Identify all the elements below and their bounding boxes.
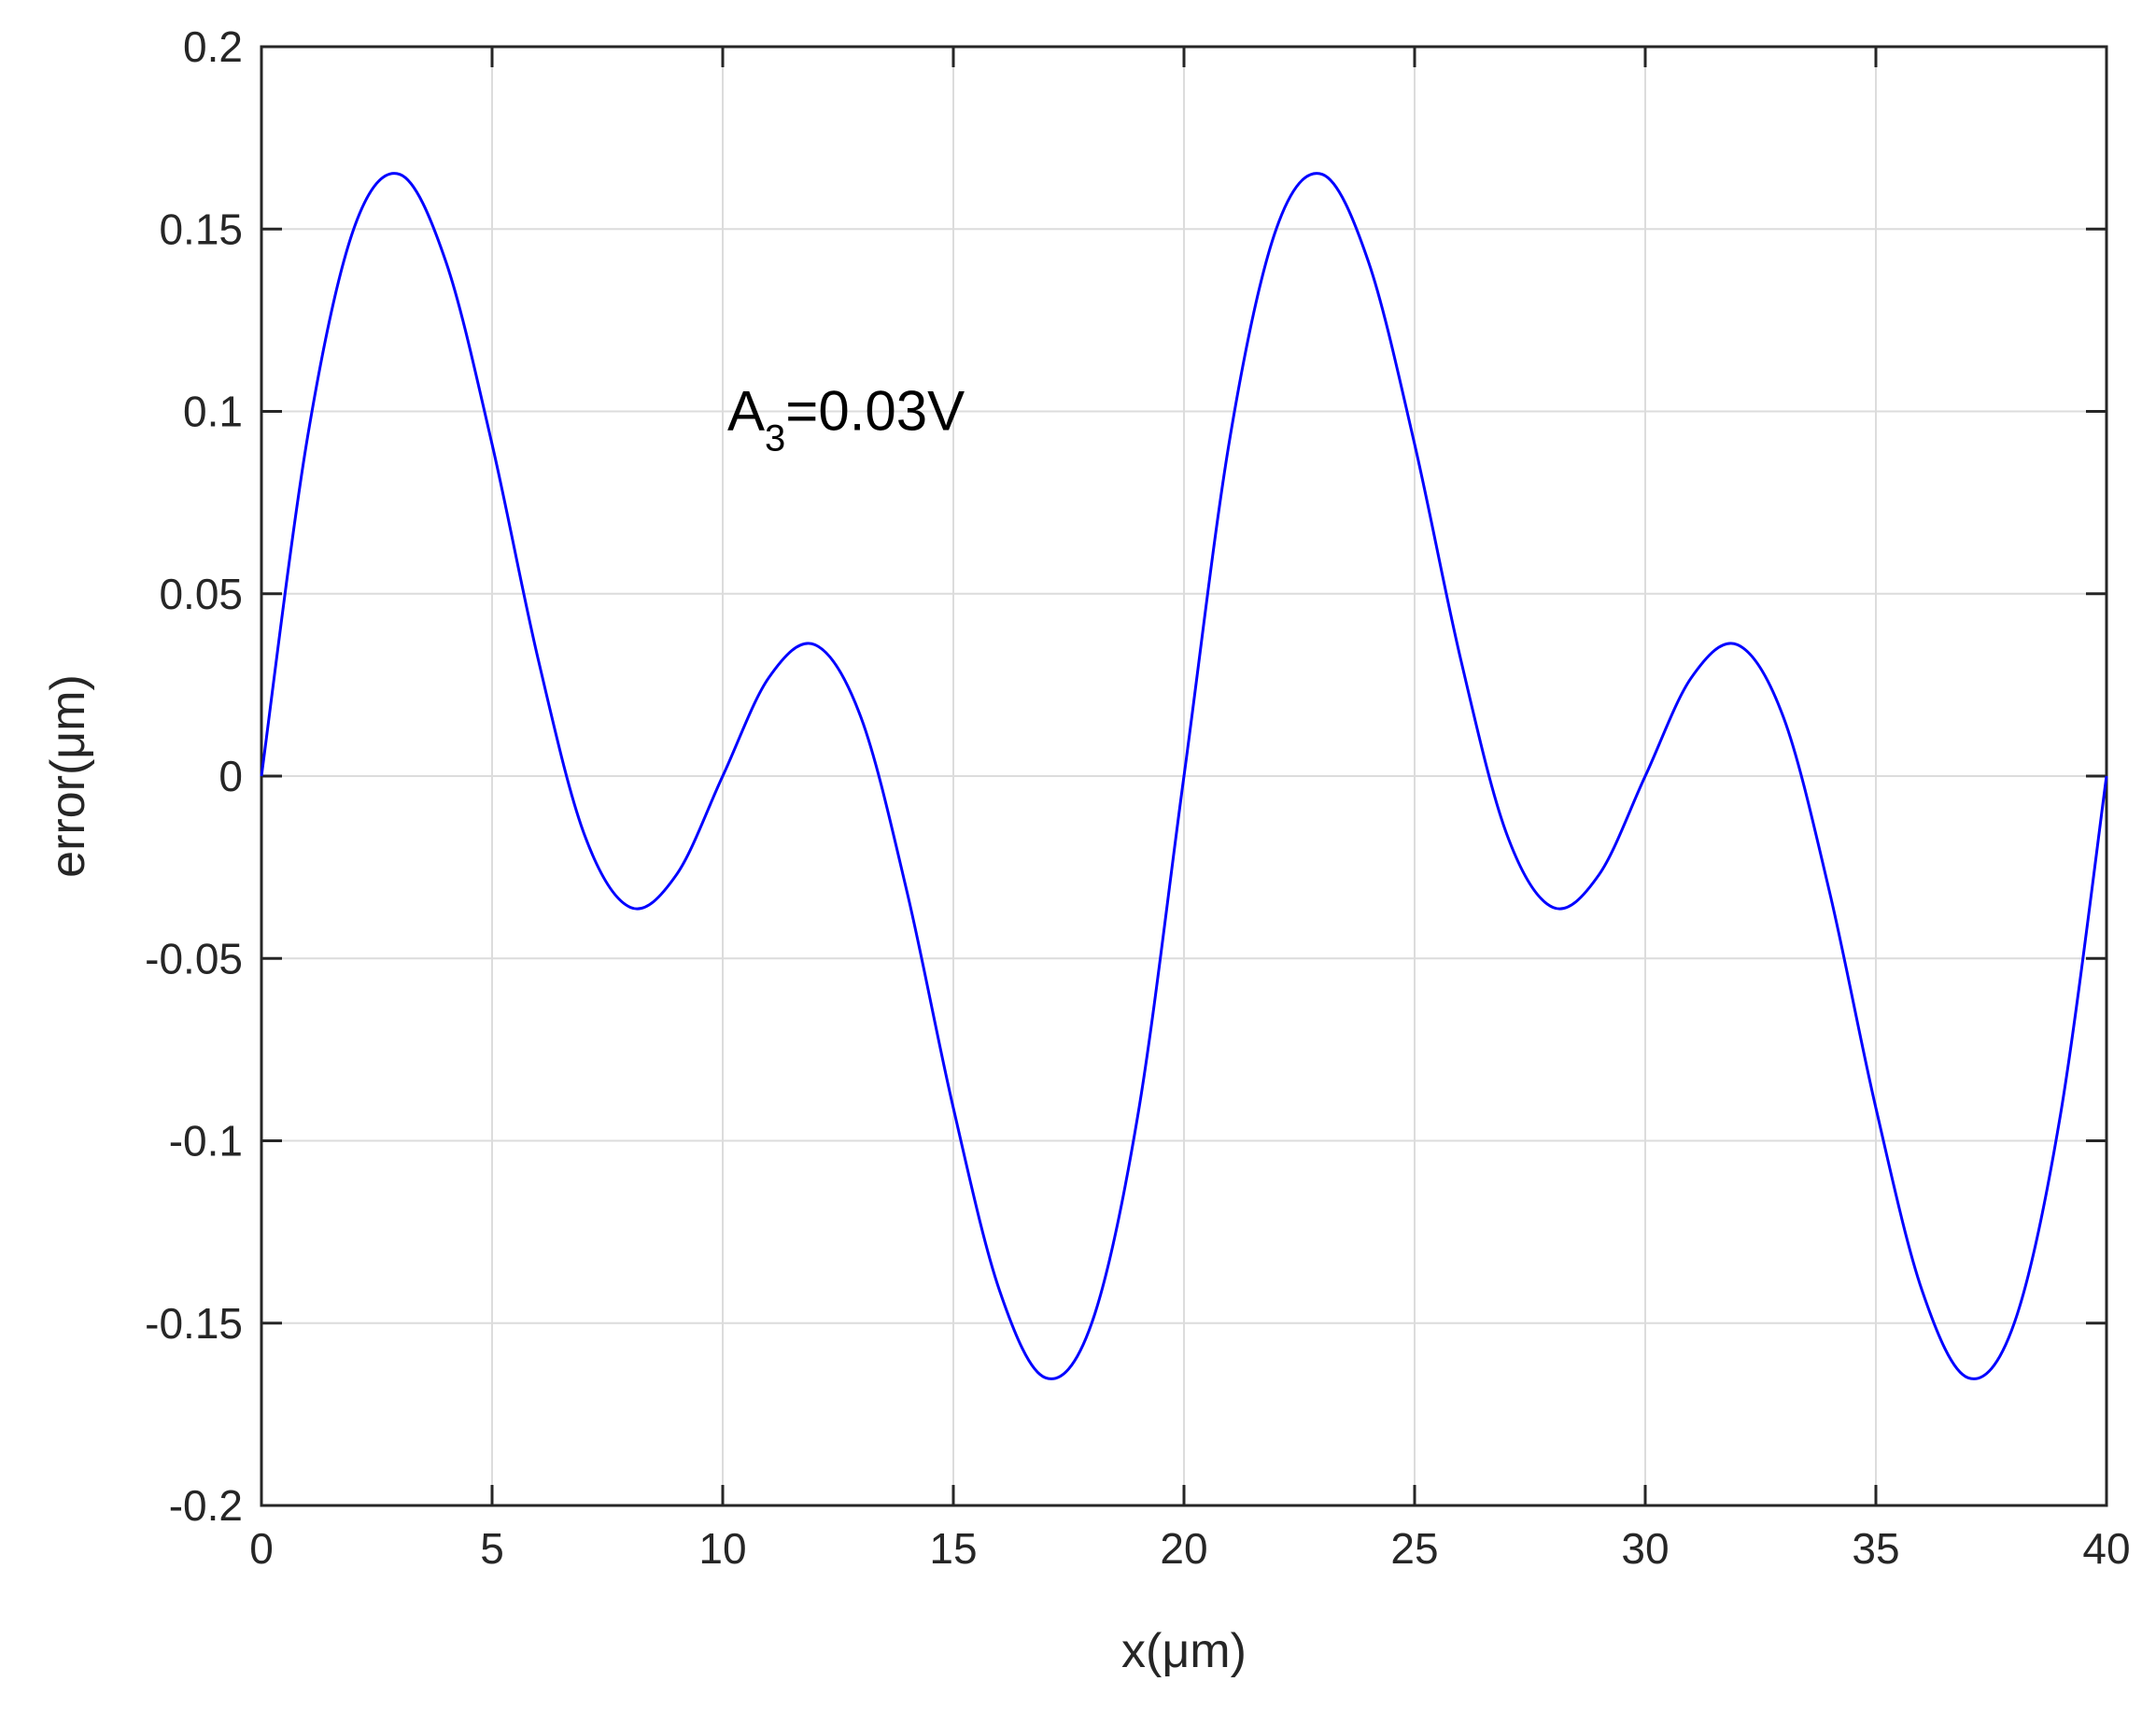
y-tick-label: 0	[218, 752, 243, 800]
x-tick-label: 40	[2082, 1524, 2130, 1573]
x-tick-label: 30	[1621, 1524, 1669, 1573]
x-tick-label: 15	[929, 1524, 977, 1573]
x-tick-label: 35	[1852, 1524, 1899, 1573]
y-tick-label: 0.15	[159, 205, 243, 253]
y-tick-label: -0.1	[169, 1117, 243, 1166]
y-tick-labels: -0.2 -0.15 -0.1 -0.05 0 0.05 0.1 0.15 0.2	[145, 22, 243, 1530]
y-tick-label: 0.05	[159, 570, 243, 618]
y-tick-label: -0.2	[169, 1481, 243, 1530]
x-tick-labels: 0 5 10 15 20 25 30 35 40	[249, 1524, 2130, 1573]
annotation-text: =0.03V	[785, 380, 965, 443]
series-group	[260, 172, 2108, 1380]
annotation-label: A3=0.03V	[727, 380, 965, 459]
ticks	[260, 45, 2108, 1507]
y-tick-label: 0.1	[183, 388, 243, 436]
y-tick-label: 0.2	[183, 22, 243, 71]
x-tick-label: 25	[1390, 1524, 1438, 1573]
x-tick-label: 10	[698, 1524, 746, 1573]
y-tick-label: -0.15	[145, 1299, 243, 1348]
x-axis-label: x(μm)	[1121, 1624, 1247, 1678]
series-line	[260, 172, 2108, 1380]
x-tick-label: 20	[1160, 1524, 1207, 1573]
y-axis-label: error(μm)	[41, 674, 95, 878]
x-tick-label: 5	[480, 1524, 504, 1573]
annotation-subscript: 3	[765, 418, 785, 459]
y-tick-label: -0.05	[145, 934, 243, 982]
x-tick-label: 0	[249, 1524, 274, 1573]
annotation-base: A	[727, 380, 765, 443]
